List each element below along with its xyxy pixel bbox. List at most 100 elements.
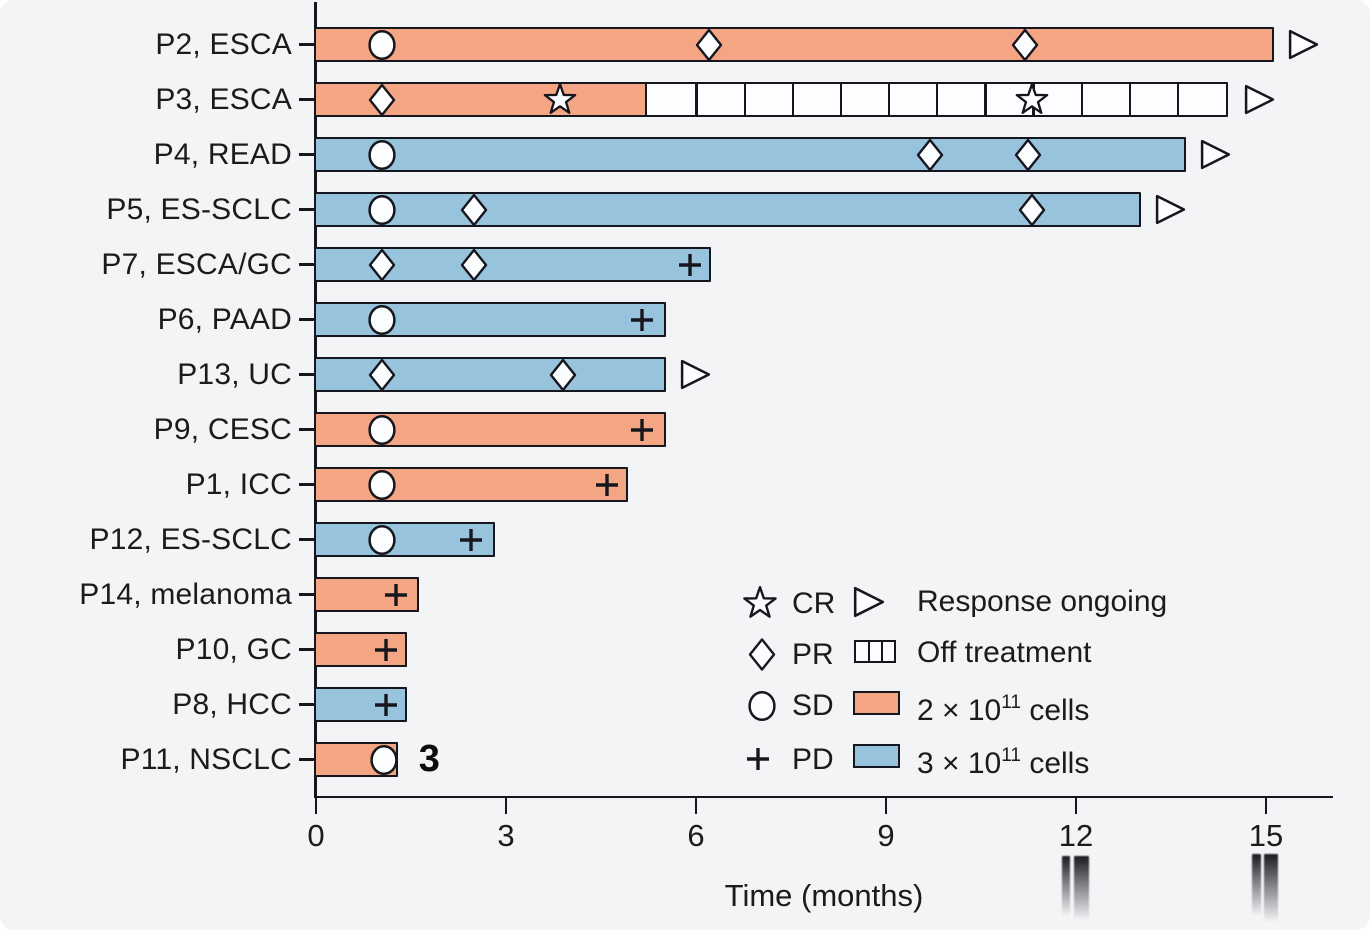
marker-circle-icon [369, 744, 399, 776]
row-label: P5, ES-SCLC [106, 192, 292, 226]
ongoing-arrow-icon [1287, 29, 1320, 60]
off-treatment-cell-line [984, 84, 987, 115]
marker-plus-icon [374, 693, 398, 717]
dose-3e11-swatch [853, 744, 900, 768]
y-tick [299, 318, 315, 321]
legend-label-dose-2e11: 2 × 1011 cells [917, 687, 1089, 728]
row-label: P13, UC [177, 357, 292, 391]
row-label: P12, ES-SCLC [89, 522, 292, 556]
marker-diamond-icon [460, 193, 488, 227]
response-ongoing-arrow-icon [853, 586, 885, 618]
marker-diamond-icon [1014, 138, 1042, 172]
y-tick [299, 648, 315, 651]
off-treatment-cell-line [743, 84, 746, 115]
y-tick [299, 43, 315, 46]
marker-diamond-icon [916, 138, 944, 172]
cr-star-icon [743, 585, 777, 618]
marker-diamond-icon [368, 83, 396, 117]
swatch-cell-line [881, 642, 884, 661]
ongoing-arrow-icon [679, 359, 712, 390]
smudge-artifact [1264, 854, 1278, 922]
swatch-cell-line [868, 642, 871, 661]
dose-3e11-prefix: 3 × 10 [917, 747, 1002, 780]
treatment-bar [314, 27, 1275, 62]
smudge-artifact [1062, 856, 1070, 916]
dose-2e11-sup: 11 [1001, 692, 1021, 713]
marker-circle-icon [367, 524, 397, 556]
y-tick [299, 263, 315, 266]
marker-plus-icon [595, 473, 619, 497]
row-label: P1, ICC [185, 467, 292, 501]
marker-circle-icon [367, 304, 397, 336]
y-tick [299, 758, 315, 761]
legend-label-dose-3e11: 3 × 1011 cells [917, 740, 1089, 781]
dose-3e11-sup: 11 [1001, 745, 1021, 766]
row-label: P2, ESCA [155, 27, 292, 61]
row-label: P4, READ [153, 137, 292, 171]
marker-plus-icon [384, 583, 408, 607]
legend-label-sd: SD [792, 689, 834, 722]
row-label: P9, CESC [153, 412, 292, 446]
y-tick [299, 208, 315, 211]
marker-plus-icon [374, 638, 398, 662]
off-treatment-cell-line [1080, 84, 1083, 115]
row-label: P8, HCC [172, 687, 292, 721]
row-label: P10, GC [175, 632, 292, 666]
off-treatment-cell-line [839, 84, 843, 115]
marker-diamond-icon [549, 358, 577, 392]
marker-diamond-icon [695, 28, 723, 62]
ongoing-arrow-icon [1243, 84, 1276, 115]
marker-circle-icon [367, 469, 397, 501]
marker-plus-icon [630, 418, 654, 442]
marker-diamond-icon [1018, 193, 1046, 227]
legend-label-pr: PR [792, 638, 834, 671]
marker-star-icon [1015, 82, 1049, 118]
treatment-bar [314, 82, 648, 117]
marker-circle-icon [367, 194, 397, 226]
pr-diamond-icon [748, 638, 776, 671]
x-tick-label: 12 [1058, 818, 1094, 853]
smudge-artifact [1252, 854, 1261, 916]
treatment-bar [314, 467, 629, 502]
y-tick [299, 538, 315, 541]
off-treatment-cell-line [695, 84, 698, 115]
row-label: P11, NSCLC [120, 742, 292, 776]
x-tick [1074, 796, 1078, 814]
marker-star-icon [543, 82, 577, 118]
x-tick-label: 3 [497, 818, 515, 853]
row-label: P14, melanoma [79, 577, 292, 611]
y-tick [299, 373, 315, 376]
y-tick [299, 703, 315, 706]
sd-circle-icon [748, 690, 776, 722]
ongoing-arrow-icon [1154, 194, 1187, 225]
ongoing-arrow-icon [1199, 139, 1232, 170]
marker-circle-icon [367, 414, 397, 446]
x-tick [1264, 796, 1268, 814]
off-treatment-cell-line [1128, 84, 1131, 115]
x-tick-label: 0 [307, 818, 325, 853]
marker-plus-icon [630, 308, 654, 332]
off-treatment-cell-line [888, 84, 891, 115]
marker-circle-icon [367, 139, 397, 171]
legend-label-response-ongoing: Response ongoing [917, 585, 1168, 618]
dose-2e11-suffix: cells [1020, 694, 1090, 727]
treatment-bar [314, 192, 1142, 227]
dose-3e11-suffix: cells [1020, 747, 1090, 780]
treatment-bar [314, 137, 1186, 172]
x-tick [694, 796, 698, 814]
legend-label-cr: CR [792, 587, 836, 620]
x-axis-line [314, 795, 1334, 799]
pd-plus-icon [747, 748, 769, 770]
dose-2e11-swatch [853, 691, 900, 715]
smudge-artifact [1074, 856, 1089, 920]
x-tick [314, 796, 318, 814]
off-treatment-cell-line [936, 84, 939, 115]
treatment-bar [314, 687, 407, 722]
y-tick [299, 483, 315, 486]
row-label: P6, PAAD [157, 302, 292, 336]
y-tick [299, 98, 315, 101]
y-tick [299, 593, 315, 596]
off-treatment-bar [645, 82, 1228, 117]
row-label: P3, ESCA [155, 82, 292, 116]
